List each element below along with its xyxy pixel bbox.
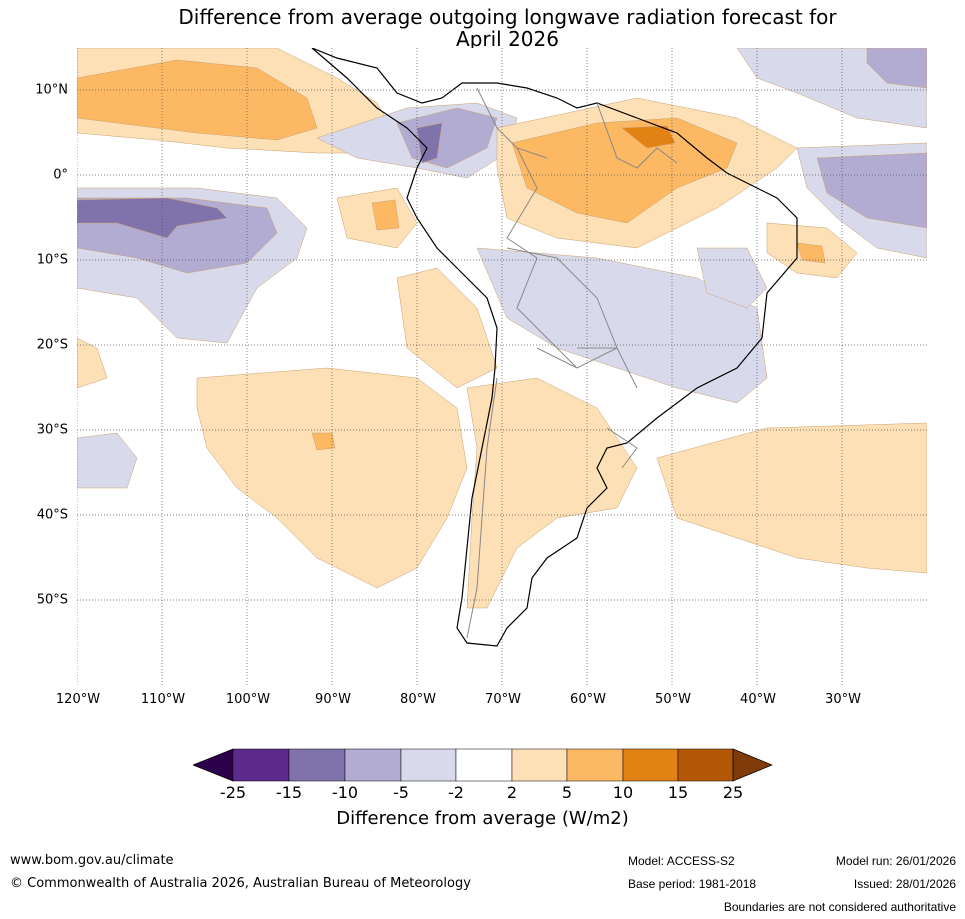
anomaly-positive-peru-coast	[396, 267, 498, 389]
footer-copyright: © Commonwealth of Australia 2026, Austra…	[10, 876, 471, 891]
colorbar-tick: 5	[561, 783, 573, 802]
lon-label-90w: 90°W	[315, 692, 351, 707]
anomaly-negative-equatorial-atlantic-core	[816, 152, 927, 229]
lon-label-30w: 30°W	[825, 692, 861, 707]
anomaly-positive-amazon-core	[511, 117, 738, 224]
border-brazil-west	[506, 147, 578, 369]
border-guyanas	[596, 102, 678, 169]
footer-issued: Issued: 28/01/2026	[853, 877, 956, 891]
lon-label-120w: 120°W	[55, 692, 101, 707]
border-colombia-venezuela	[476, 87, 548, 159]
lon-label-80w: 80°W	[400, 692, 436, 707]
colorbar-tick: -5	[393, 783, 409, 802]
anomaly-negative-central-brazil	[476, 247, 768, 404]
lat-label-50s: 50°S	[36, 592, 68, 608]
border-bolivia	[506, 247, 618, 369]
lon-label-40w: 40°W	[740, 692, 776, 707]
footer-model-run: Model run: 26/01/2026	[835, 854, 956, 868]
colorbar-bin-9	[677, 748, 734, 782]
anomaly-positive-south-atlantic	[656, 422, 927, 574]
lat-label-10n: 10°N	[35, 82, 68, 98]
border-paraguay	[577, 347, 638, 389]
border-argentina-chile	[466, 377, 498, 639]
lat-label-20s: 20°S	[36, 337, 68, 353]
colorbar	[193, 748, 773, 782]
colorbar-tick: 15	[667, 783, 689, 802]
map-title-line2: April 2026	[456, 27, 559, 51]
lat-label-40s: 40°S	[36, 507, 68, 523]
colorbar-bin-8	[622, 748, 679, 782]
anomaly-positive-north-pacific-core	[77, 59, 318, 141]
anomaly-positive-west-edge	[77, 337, 108, 389]
lon-label-110w: 110°W	[140, 692, 186, 707]
colorbar-tick: -15	[275, 783, 303, 802]
lat-label-0: 0°	[53, 167, 68, 183]
colorbar-bin-4	[400, 748, 457, 782]
colorbar-bin-3	[344, 748, 402, 782]
anomaly-positive-amazon-deep	[621, 125, 676, 149]
colorbar-bin-6	[511, 748, 568, 782]
colorbar-bin-1	[232, 748, 290, 782]
anomaly-positive-northeast-brazil-core	[796, 242, 826, 264]
colorbar-tick: 10	[612, 783, 634, 802]
lon-label-60w: 60°W	[570, 692, 606, 707]
colorbar-tick: 25	[722, 783, 744, 802]
anomaly-negative-north-atlantic-core	[866, 48, 927, 89]
colorbar-bin-7	[566, 748, 624, 782]
lon-label-50w: 50°W	[655, 692, 691, 707]
lon-label-70w: 70°W	[485, 692, 521, 707]
lon-label-100w: 100°W	[225, 692, 271, 707]
footer-model: Model: ACCESS-S2	[628, 854, 735, 868]
lat-label-30s: 30°S	[36, 422, 68, 438]
colorbar-tick: 2	[506, 783, 518, 802]
colorbar-tick: -2	[448, 783, 464, 802]
anomaly-negative-south-pacific-west	[77, 432, 138, 489]
map-title-line1: Difference from average outgoing longwav…	[178, 5, 837, 29]
colorbar-title: Difference from average (W/m2)	[336, 808, 629, 829]
anomaly-positive-ecuador-core	[371, 199, 400, 231]
colorbar-extend-high	[732, 748, 773, 782]
anomaly-negative-east-pacific-core	[77, 197, 228, 239]
border-uruguay	[606, 427, 638, 469]
colorbar-bin-2	[288, 748, 346, 782]
footer-website-link[interactable]: www.bom.gov.au/climate	[10, 853, 174, 868]
lat-label-10s: 10°S	[36, 252, 68, 268]
olr-anomaly-map	[77, 48, 927, 685]
colorbar-extend-low	[193, 748, 234, 782]
anomaly-positive-southeast-pacific-core	[311, 432, 336, 451]
colorbar-tick: -25	[219, 783, 247, 802]
south-america-coastline	[311, 48, 798, 647]
footer-disclaimer: Boundaries are not considered authoritat…	[723, 900, 956, 914]
colorbar-bin-5	[455, 748, 513, 782]
anomaly-negative-colombia-deep	[416, 122, 443, 164]
footer-base-period: Base period: 1981-2018	[628, 877, 757, 891]
colorbar-tick: -10	[331, 783, 359, 802]
